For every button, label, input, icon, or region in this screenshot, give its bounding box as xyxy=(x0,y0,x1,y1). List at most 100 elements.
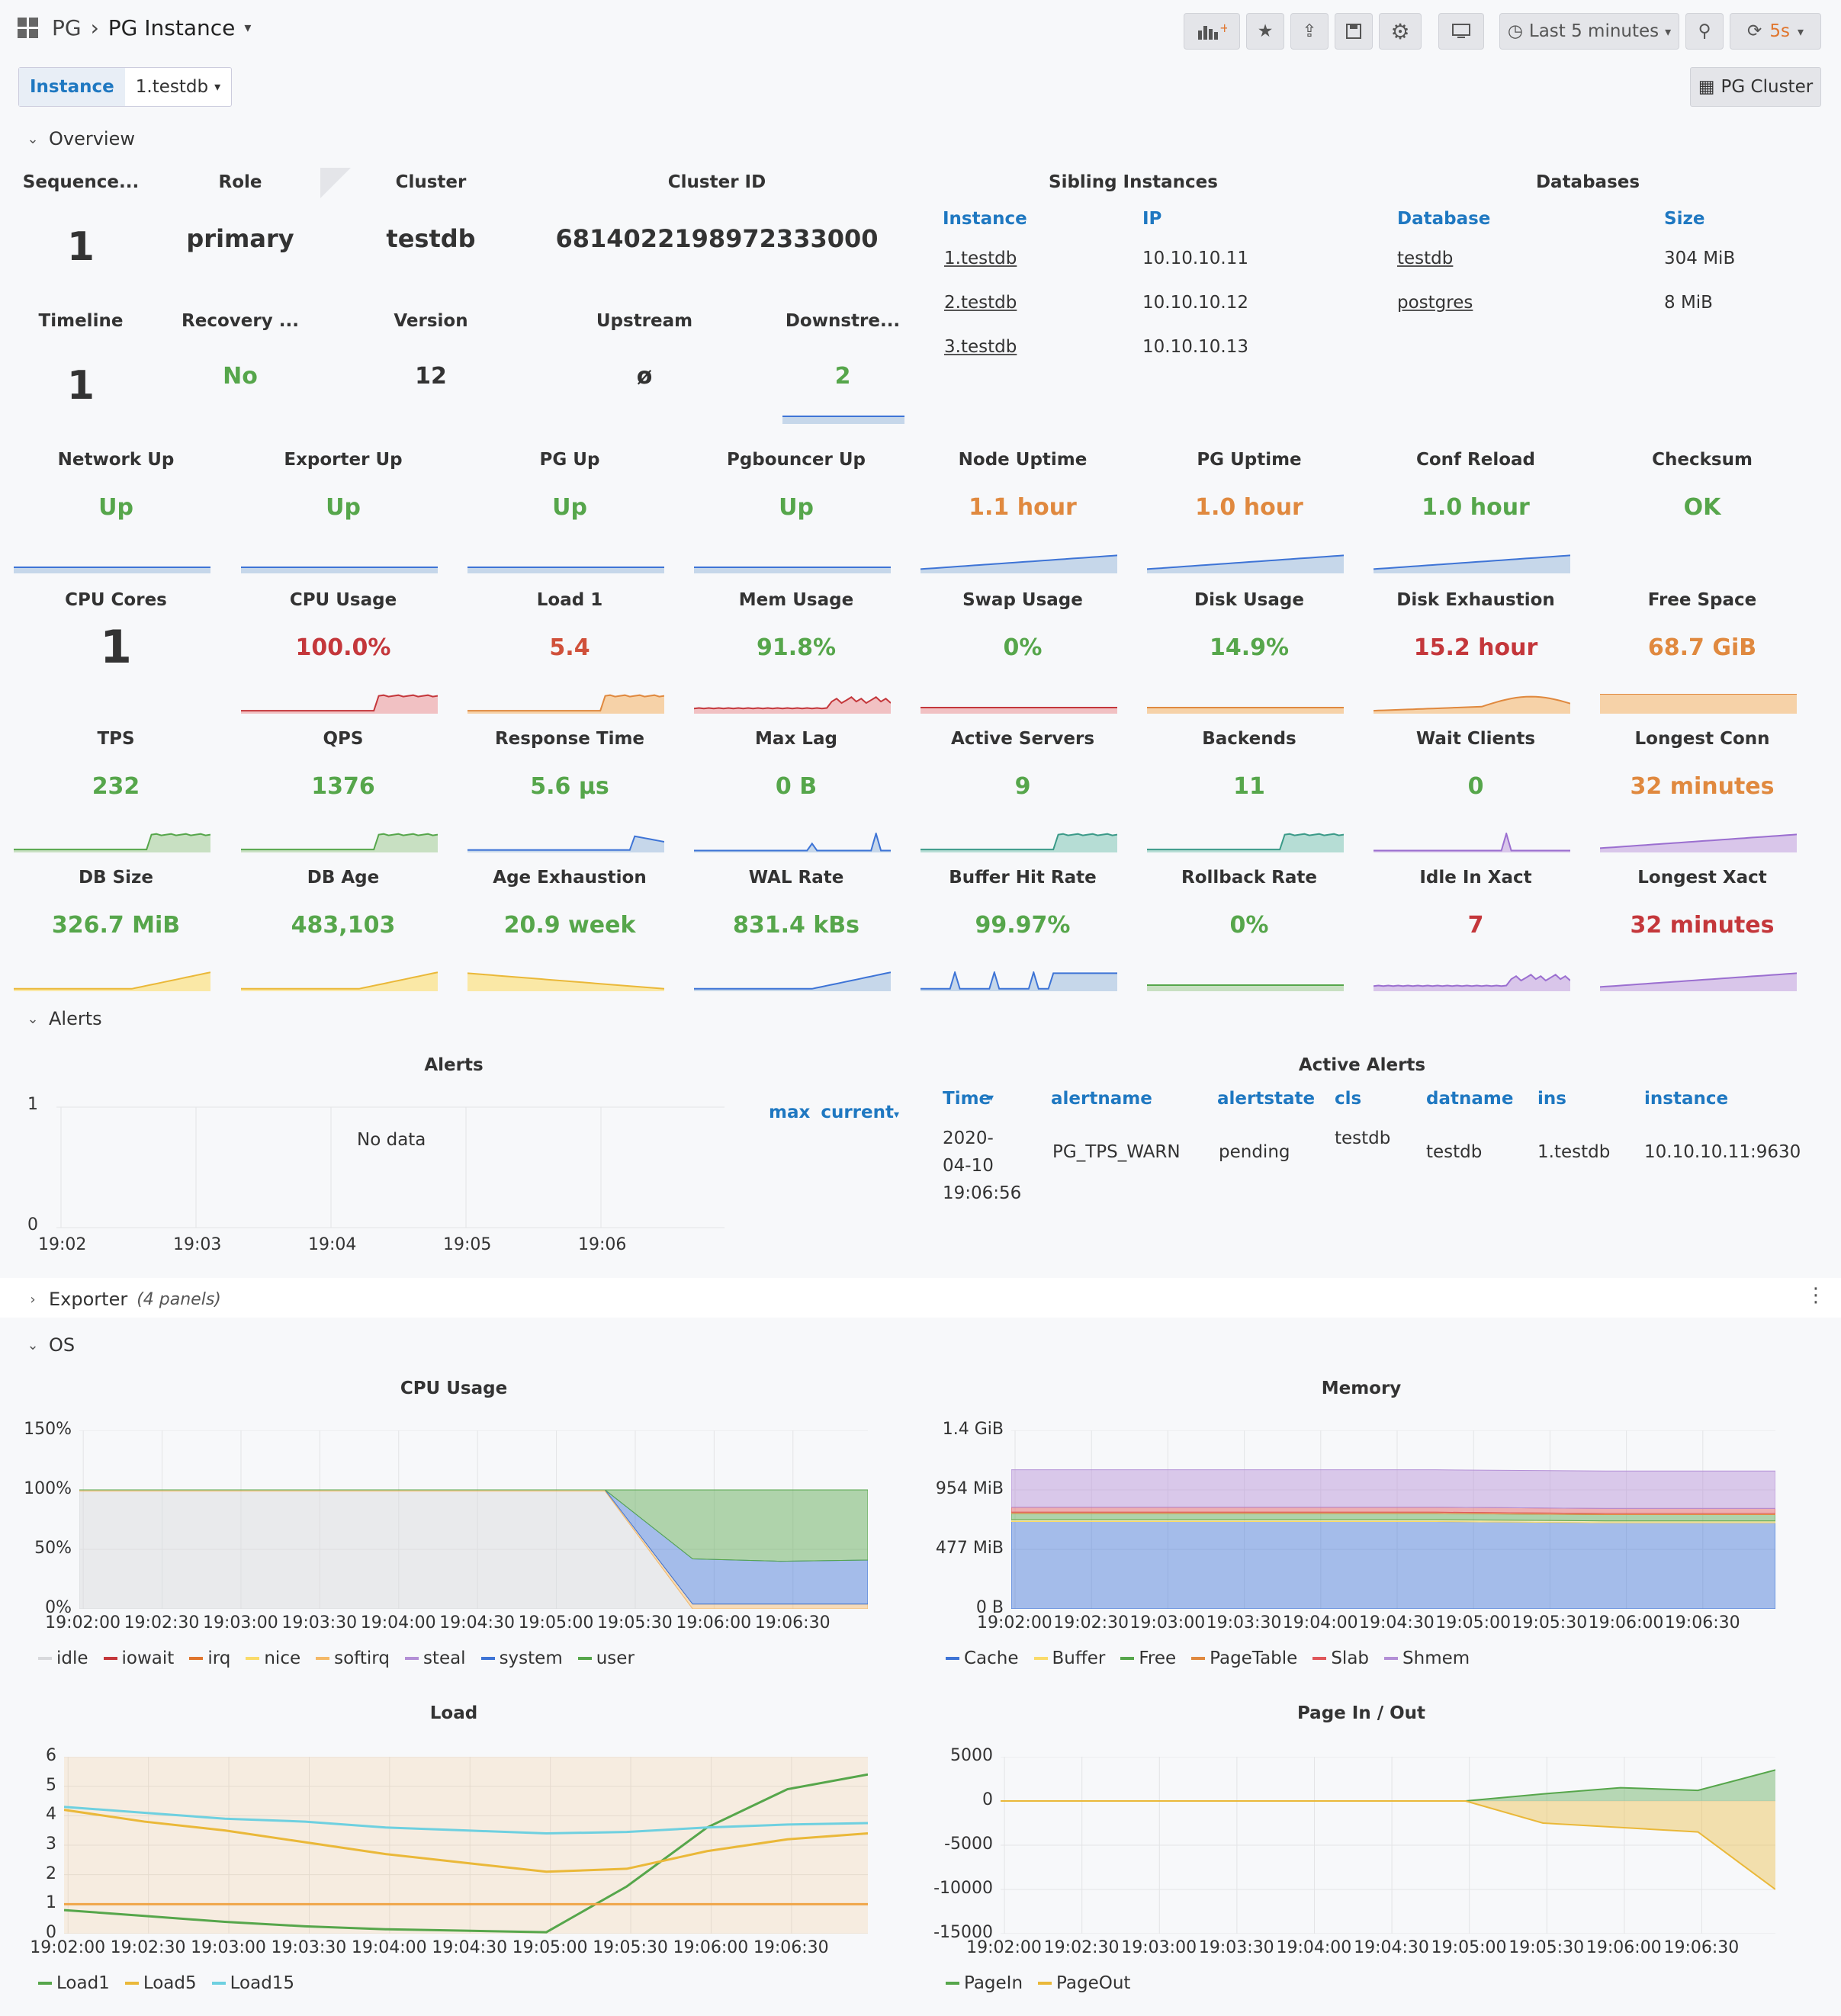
x-tick: 19:05:30 xyxy=(596,1613,673,1632)
legend-item[interactable]: user xyxy=(577,1648,635,1668)
refresh-button[interactable]: ⟳ 5s ▾ xyxy=(1730,13,1821,50)
stat-panel[interactable]: Node Uptime 1.1 hour xyxy=(910,442,1136,581)
stat-panel[interactable]: DB Age 483,103 xyxy=(230,860,456,999)
legend-item[interactable]: idle xyxy=(38,1648,88,1668)
stat-panel[interactable]: Pgbouncer Up Up xyxy=(683,442,909,581)
dashboard-title[interactable]: PG Instance xyxy=(108,15,236,40)
stat-panel[interactable]: QPS 1376 xyxy=(230,721,456,860)
stat-panel[interactable]: WAL Rate 831.4 kBs xyxy=(683,860,909,999)
stat-panel[interactable]: Max Lag 0 B xyxy=(683,721,909,860)
stat-panel[interactable]: Disk Usage 14.9% xyxy=(1136,583,1362,721)
col-header-database[interactable]: Database xyxy=(1397,209,1491,229)
sibling-instance-link[interactable]: 1.testdb xyxy=(944,249,1017,268)
col-header-ip[interactable]: IP xyxy=(1142,209,1162,229)
sparkline-fill xyxy=(467,695,664,714)
legend-item[interactable]: Free xyxy=(1120,1648,1176,1668)
legend-item[interactable]: system xyxy=(480,1648,563,1668)
stat-panel[interactable]: Exporter Up Up xyxy=(230,442,456,581)
stat-panel[interactable]: CPU Cores 1 xyxy=(3,583,229,721)
zoom-out-button[interactable]: ⚲ xyxy=(1685,13,1724,50)
refresh-interval: 5s xyxy=(1769,21,1790,41)
active-alerts-col-header[interactable]: alertstate xyxy=(1217,1089,1316,1109)
settings-button[interactable]: ⚙ xyxy=(1379,13,1422,50)
legend-item[interactable]: PageOut xyxy=(1038,1973,1130,1993)
stat-panel[interactable]: PG Uptime 1.0 hour xyxy=(1136,442,1362,581)
share-button[interactable]: ⇪ xyxy=(1290,13,1329,50)
tv-mode-button[interactable] xyxy=(1438,13,1484,50)
star-button[interactable]: ★ xyxy=(1246,13,1284,50)
stat-panel[interactable]: CPU Usage 100.0% xyxy=(230,583,456,721)
stat-panel[interactable]: Age Exhaustion 20.9 week xyxy=(457,860,683,999)
stat-panel[interactable]: Checksum OK xyxy=(1589,442,1815,581)
x-tick: 19:03 xyxy=(173,1235,222,1254)
stat-panel[interactable]: Longest Xact 32 minutes xyxy=(1589,860,1815,999)
legend-item[interactable]: Load5 xyxy=(124,1973,197,1993)
overview-cell-value: 1 xyxy=(66,363,95,409)
legend-item[interactable]: PageTable xyxy=(1191,1648,1297,1668)
row-overview[interactable]: ⌄ Overview xyxy=(26,128,135,149)
stat-panel[interactable]: Load 1 5.4 xyxy=(457,583,683,721)
legend-col-max[interactable]: max xyxy=(769,1103,811,1122)
legend-item[interactable]: nice xyxy=(246,1648,300,1668)
legend-item[interactable]: Shmem xyxy=(1384,1648,1470,1668)
active-alerts-col-header[interactable]: instance xyxy=(1644,1089,1729,1109)
pg-cluster-link[interactable]: ▦ PG Cluster xyxy=(1690,67,1821,107)
stat-panel[interactable]: Response Time 5.6 µs xyxy=(457,721,683,860)
time-picker-button[interactable]: ◷ Last 5 minutes ▾ xyxy=(1499,13,1679,50)
stat-panel[interactable]: Network Up Up xyxy=(3,442,229,581)
legend-item[interactable]: PageIn xyxy=(946,1973,1023,1993)
row-alerts[interactable]: ⌄ Alerts xyxy=(26,1008,101,1029)
breadcrumb-folder[interactable]: PG xyxy=(52,15,82,40)
col-header-size[interactable]: Size xyxy=(1664,209,1705,229)
stat-panel[interactable]: PG Up Up xyxy=(457,442,683,581)
drag-handle-icon[interactable]: ⋮ xyxy=(1806,1284,1826,1307)
series-area-PageIn xyxy=(1001,1770,1775,1801)
col-header-instance[interactable]: Instance xyxy=(943,209,1027,229)
stat-panel[interactable]: Idle In Xact 7 xyxy=(1363,860,1589,999)
active-alerts-col-header[interactable]: Time xyxy=(943,1089,991,1109)
active-alerts-col-header[interactable]: alertname xyxy=(1051,1089,1152,1109)
legend-col-current[interactable]: current▾ xyxy=(821,1103,900,1122)
legend-item[interactable]: Load15 xyxy=(211,1973,294,1993)
overview-cell-value: primary xyxy=(186,224,294,253)
legend-item[interactable]: Buffer xyxy=(1033,1648,1105,1668)
row-exporter-header[interactable]: › Exporter (4 panels) xyxy=(26,1289,220,1310)
row-exporter[interactable] xyxy=(0,1278,1841,1318)
stat-panel[interactable]: Swap Usage 0% xyxy=(910,583,1136,721)
stat-panel[interactable]: DB Size 326.7 MiB xyxy=(3,860,229,999)
legend-item[interactable]: Load1 xyxy=(38,1973,110,1993)
legend-item[interactable]: Slab xyxy=(1312,1648,1369,1668)
active-alerts-col-header[interactable]: datname xyxy=(1426,1089,1514,1109)
stat-panel[interactable]: Longest Conn 32 minutes xyxy=(1589,721,1815,860)
add-panel-button[interactable]: + xyxy=(1184,13,1240,50)
stat-panel[interactable]: Mem Usage 91.8% xyxy=(683,583,909,721)
legend-item[interactable]: irq xyxy=(189,1648,230,1668)
sibling-instance-link[interactable]: 2.testdb xyxy=(944,293,1017,313)
save-button[interactable] xyxy=(1335,13,1373,50)
legend-item[interactable]: iowait xyxy=(103,1648,174,1668)
stat-panel[interactable]: Backends 11 xyxy=(1136,721,1362,860)
row-os[interactable]: ⌄ OS xyxy=(26,1334,75,1356)
active-alerts-col-header[interactable]: cls xyxy=(1335,1089,1362,1109)
stat-title: WAL Rate xyxy=(748,868,844,888)
sparkline-fill xyxy=(241,972,438,991)
stat-panel[interactable]: Active Servers 9 xyxy=(910,721,1136,860)
legend-item[interactable]: softirq xyxy=(316,1648,390,1668)
database-link[interactable]: testdb xyxy=(1397,249,1454,268)
legend-item[interactable]: Cache xyxy=(946,1648,1019,1668)
stat-panel[interactable]: Wait Clients 0 xyxy=(1363,721,1589,860)
stat-panel[interactable]: Buffer Hit Rate 99.97% xyxy=(910,860,1136,999)
instance-select[interactable]: 1.testdb ▾ xyxy=(125,68,231,106)
svg-text:+: + xyxy=(1219,21,1227,35)
sparkline-line xyxy=(694,833,891,852)
legend-item[interactable]: steal xyxy=(404,1648,466,1668)
active-alerts-col-header[interactable]: ins xyxy=(1537,1089,1566,1109)
stat-panel[interactable]: Conf Reload 1.0 hour xyxy=(1363,442,1589,581)
stat-panel[interactable]: TPS 232 xyxy=(3,721,229,860)
stat-panel[interactable]: Rollback Rate 0% xyxy=(1136,860,1362,999)
database-link[interactable]: postgres xyxy=(1397,293,1473,313)
stat-panel[interactable]: Free Space 68.7 GiB xyxy=(1589,583,1815,721)
sibling-instance-link[interactable]: 3.testdb xyxy=(944,337,1017,357)
caret-down-icon[interactable]: ▾ xyxy=(244,20,252,36)
stat-panel[interactable]: Disk Exhaustion 15.2 hour xyxy=(1363,583,1589,721)
